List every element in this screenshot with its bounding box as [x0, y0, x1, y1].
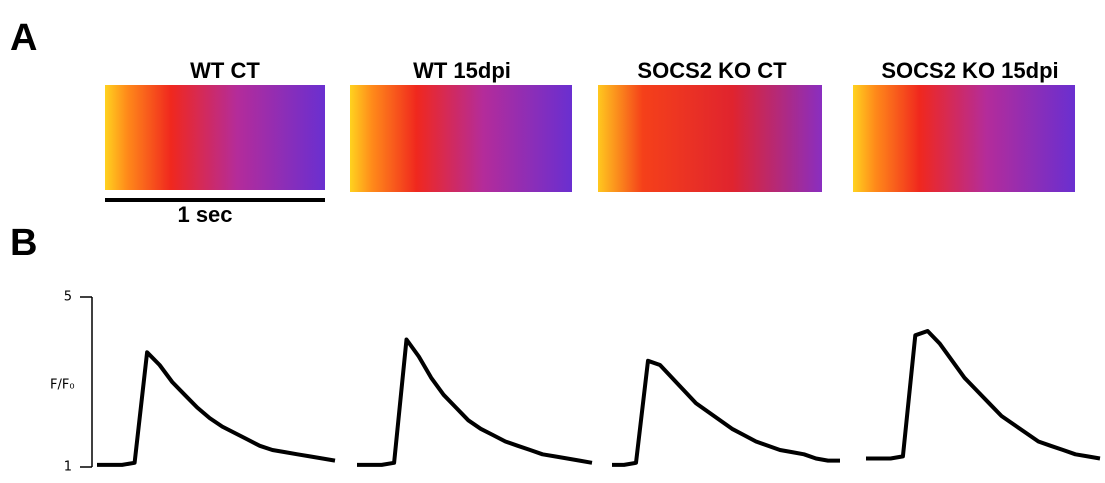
image-title: WT CT [190, 58, 260, 83]
y-tick-label: 5 [64, 290, 72, 305]
trace [97, 350, 336, 467]
panel-label: B [10, 222, 37, 264]
image-title: WT 15dpi [413, 58, 511, 83]
panel-label: A [10, 17, 37, 59]
linescan-image [350, 85, 572, 192]
image-title: SOCS2 KO 15dpi [881, 58, 1058, 83]
y-axis-label: F/F₀ [50, 378, 75, 393]
trace [357, 337, 593, 467]
scale-label: 1 sec [177, 202, 232, 227]
y-tick-label: 1 [64, 460, 72, 475]
linescan-image [105, 85, 325, 190]
linescan-image [598, 85, 822, 192]
linescan-image [853, 85, 1075, 192]
trace [612, 358, 840, 467]
image-title: SOCS2 KO CT [637, 58, 787, 83]
trace [866, 329, 1101, 461]
